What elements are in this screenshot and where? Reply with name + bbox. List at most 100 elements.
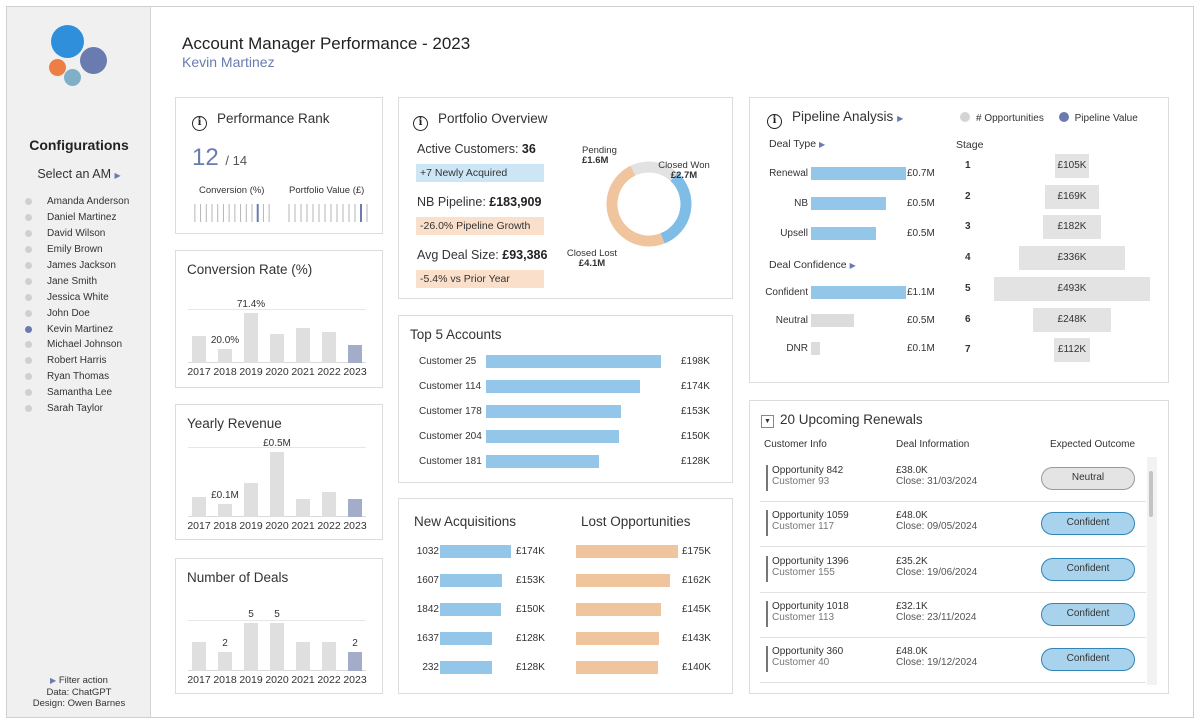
close-date: Close: 31/03/2024 [896, 476, 978, 487]
renewals-title: ▼ 20 Upcoming Renewals [761, 412, 923, 428]
am-list-item[interactable]: Michael Johnson [25, 337, 129, 353]
am-list-item[interactable]: Amanda Anderson [25, 194, 129, 210]
dropdown-icon[interactable]: ▼ [761, 415, 774, 428]
close-date: Close: 19/12/2024 [896, 657, 978, 669]
page-subtitle: Kevin Martinez [182, 54, 275, 70]
am-list-item[interactable]: Kevin Martinez [25, 321, 129, 337]
deal-confidence-label[interactable]: Deal Confidence ▶ [769, 259, 856, 271]
funnel-bar: £182K [1043, 215, 1101, 240]
number-of-deals-title: Number of Deals [187, 570, 289, 585]
am-dot-icon [25, 214, 32, 222]
acquisitions-lost-card: New Acquisitions Lost Opportunities 1032… [398, 498, 733, 694]
am-dot-icon [25, 309, 32, 317]
data-label: £198K [681, 356, 710, 367]
chart-bar [576, 661, 658, 674]
am-list-item[interactable]: James Jackson [25, 258, 129, 274]
bar-category-label: 232 [422, 662, 439, 673]
close-date: Close: 23/11/2024 [896, 611, 977, 623]
chart-bar [270, 333, 284, 363]
chart-bar [348, 651, 362, 671]
chart-bar [322, 331, 336, 363]
chart-bar [322, 492, 336, 517]
am-list-item[interactable]: John Doe [25, 305, 129, 321]
am-list-item[interactable]: Ryan Thomas [25, 369, 129, 385]
am-list-item[interactable]: Emily Brown [25, 242, 129, 258]
outcome-badge[interactable]: Confident [1041, 648, 1135, 672]
x-tick-label: 2023 [343, 520, 367, 532]
close-date: Close: 09/05/2024 [896, 521, 978, 533]
chart-bar [811, 286, 906, 299]
renewal-row[interactable]: Opportunity 1059 Customer 117 £48.0K Close:… [760, 502, 1146, 548]
x-tick-label: 2022 [317, 520, 341, 532]
stage-number: 6 [965, 313, 971, 325]
sidebar-footer: ▶ Filter action Data: ChatGPT Design: Ow… [7, 675, 151, 710]
bar-category-label: Upsell [780, 228, 808, 239]
am-dot-icon [25, 246, 32, 254]
x-tick-label: 2020 [265, 520, 289, 532]
logo [47, 25, 117, 95]
customer-name: Customer 117 [772, 521, 835, 533]
renewal-row[interactable]: Opportunity 1018 Customer 113 £32.1K Close:… [760, 593, 1146, 638]
am-dot-icon [25, 357, 32, 365]
renewal-row[interactable]: Opportunity 1396 Customer 155 £35.2K Close:… [760, 548, 1146, 593]
scroll-thumb[interactable] [1149, 471, 1153, 517]
info-icon[interactable]: i [192, 116, 207, 131]
data-label: £0.5M [907, 315, 935, 326]
chart-bar [440, 603, 502, 616]
chart-bar [192, 497, 206, 517]
top-accounts-title: Top 5 Accounts [410, 327, 502, 342]
bar-category-label: Customer 114 [419, 381, 482, 392]
outcome-badge[interactable]: Confident [1041, 512, 1135, 536]
portfolio-overview-title: i Portfolio Overview [413, 111, 548, 131]
am-list-item[interactable]: Sarah Taylor [25, 401, 129, 417]
renewal-row[interactable]: Opportunity 360 Customer 40 £48.0K Close: 1… [760, 638, 1146, 684]
am-list-item[interactable]: David Wilson [25, 226, 129, 242]
play-triangle-icon[interactable]: ▶ [897, 114, 904, 123]
bar-category-label: Customer 25 [419, 356, 477, 367]
info-icon[interactable]: i [413, 116, 428, 131]
am-list-item[interactable]: Robert Harris [25, 353, 129, 369]
bar-category-label: Confident [765, 287, 808, 298]
renewal-row[interactable]: Opportunity 842 Customer 93 £38.0K Close: 3… [760, 457, 1146, 502]
x-tick-label: 2020 [265, 674, 289, 686]
deal-type-label[interactable]: Deal Type ▶ [769, 138, 825, 150]
outcome-badge[interactable]: Confident [1041, 602, 1135, 626]
chart-bar [486, 380, 640, 393]
am-list-item[interactable]: Samantha Lee [25, 385, 129, 401]
avg-deal-size-value: £93,386 [502, 248, 548, 262]
data-label: £145K [682, 604, 711, 615]
renewals-scrollbar[interactable] [1147, 457, 1157, 685]
outcome-badge[interactable]: Neutral [1041, 467, 1135, 490]
select-am-label[interactable]: Select an AM ▶ [7, 167, 151, 181]
outcome-badge[interactable]: Confident [1041, 557, 1135, 581]
am-dot-icon [25, 230, 32, 238]
x-tick-label: 2023 [343, 674, 367, 686]
am-list-item[interactable]: Jessica White [25, 289, 129, 305]
x-tick-label: 2021 [291, 674, 315, 686]
funnel-bar: £493K [994, 276, 1150, 301]
am-dot-icon [25, 325, 32, 333]
chart-bar [486, 455, 600, 468]
chart-bar [218, 349, 232, 363]
pipeline-growth-pill: -26.0% Pipeline Growth [416, 217, 544, 235]
chart-bar [218, 651, 232, 671]
select-am-text: Select an AM [37, 167, 111, 181]
am-list-item[interactable]: Daniel Martinez [25, 210, 129, 226]
am-list-item[interactable]: Jane Smith [25, 273, 129, 289]
pipeline-title-text: Pipeline Analysis [792, 109, 894, 124]
chart-bar [440, 632, 493, 645]
data-label: £153K [516, 575, 545, 586]
bar-category-label: 1637 [416, 633, 439, 644]
data-label: 5 [274, 608, 280, 620]
legend-opportunities-dot [960, 112, 970, 122]
data-label: £0.1M [211, 489, 239, 501]
stage-number: 3 [965, 221, 971, 233]
chart-bar [296, 498, 310, 517]
opportunity-name: Opportunity 1018 [772, 600, 849, 612]
info-icon[interactable]: i [767, 114, 782, 129]
deal-amount: £48.0K [896, 646, 928, 658]
chart-bar [270, 622, 284, 671]
opportunity-name: Opportunity 842 [772, 465, 844, 476]
portfolio-donut: Pending£1.6M Closed Won£2.7M Closed Lost£4… [567, 145, 710, 268]
chart-bar [811, 167, 906, 180]
